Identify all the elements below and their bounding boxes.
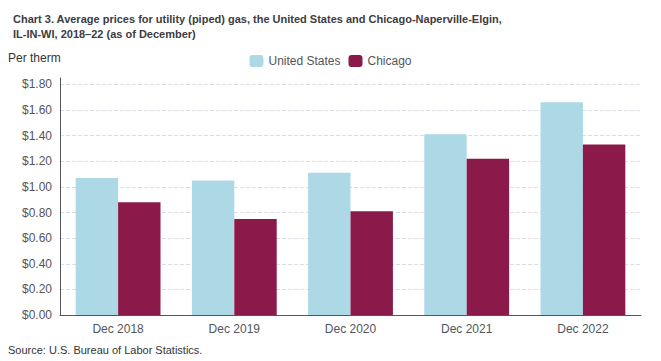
svg-text:$1.00: $1.00 [22, 180, 52, 194]
svg-text:IL-IN-WI, 2018–22 (as of Decem: IL-IN-WI, 2018–22 (as of December) [13, 28, 196, 40]
svg-text:$0.40: $0.40 [22, 257, 52, 271]
svg-text:$1.20: $1.20 [22, 154, 52, 168]
svg-text:Dec 2021: Dec 2021 [441, 322, 493, 336]
svg-text:Chart 3. Average prices for ut: Chart 3. Average prices for utility (pip… [13, 13, 502, 25]
svg-text:$0.80: $0.80 [22, 206, 52, 220]
svg-text:$1.40: $1.40 [22, 129, 52, 143]
svg-text:$0.20: $0.20 [22, 282, 52, 296]
svg-text:Per therm: Per therm [8, 51, 61, 65]
svg-text:Dec 2020: Dec 2020 [325, 322, 377, 336]
svg-text:$1.60: $1.60 [22, 103, 52, 117]
svg-text:Dec 2022: Dec 2022 [557, 322, 609, 336]
svg-text:$0.60: $0.60 [22, 231, 52, 245]
svg-text:Chicago: Chicago [368, 54, 412, 68]
svg-text:$1.80: $1.80 [22, 77, 52, 91]
svg-text:$0.00: $0.00 [22, 308, 52, 322]
svg-text:Dec 2019: Dec 2019 [209, 322, 261, 336]
svg-text:Source: U.S. Bureau of Labor S: Source: U.S. Bureau of Labor Statistics. [8, 344, 202, 356]
svg-text:Dec 2018: Dec 2018 [92, 322, 144, 336]
svg-text:United States: United States [268, 54, 340, 68]
